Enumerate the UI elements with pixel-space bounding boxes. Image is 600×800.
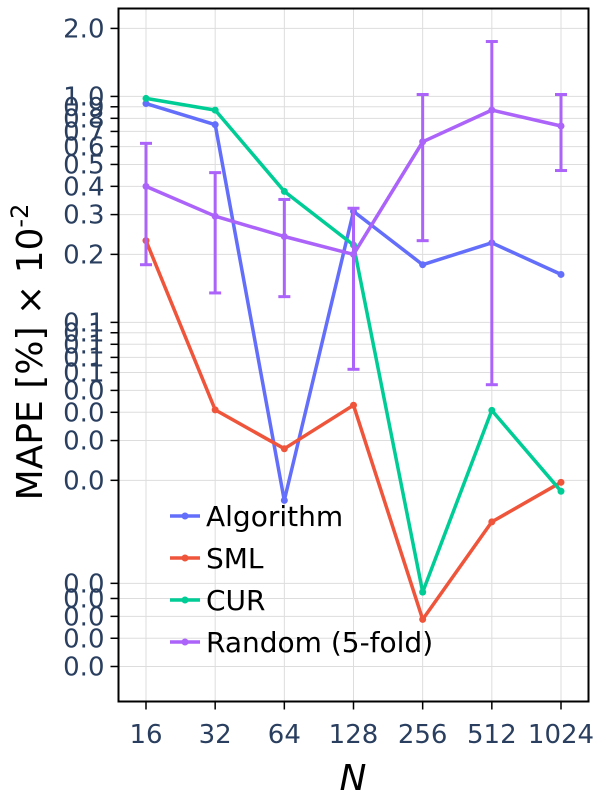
data-point: [280, 187, 288, 195]
y-axis-title-exponent: -2: [6, 204, 34, 228]
legend-swatch-marker: [181, 512, 189, 520]
data-point: [419, 261, 427, 269]
legend-swatch-marker: [181, 596, 189, 604]
data-point: [142, 94, 150, 102]
y-tick-label: 0.1: [63, 343, 104, 373]
y-tick-label: 0.5: [63, 150, 104, 180]
x-tick-label: 64: [268, 720, 301, 750]
y-tick-label: 0.0: [63, 427, 104, 457]
y-tick-label: 0.1: [63, 308, 104, 338]
data-point: [557, 487, 565, 495]
x-tick-label: 32: [199, 720, 232, 750]
data-point: [557, 122, 565, 130]
series-random-5-fold: [140, 40, 567, 387]
data-point: [142, 182, 150, 190]
y-tick-label: 0.0: [63, 398, 104, 428]
x-axis-title: N: [340, 758, 367, 799]
data-point: [488, 106, 496, 114]
legend-label: SML: [206, 542, 264, 575]
y-tick-label: 0.3: [63, 201, 104, 231]
y-tick-label: 0.0: [63, 376, 104, 406]
data-point: [211, 106, 219, 114]
x-tick-label: 1024: [528, 720, 594, 750]
data-point: [211, 406, 219, 414]
y-tick-label: 0.0: [63, 624, 104, 654]
data-point: [488, 518, 496, 526]
y-tick-label: 1.0: [63, 82, 104, 112]
y-tick-label: 0.8: [63, 104, 104, 134]
y-tick-label: 0.1: [63, 319, 104, 349]
legend-label: CUR: [206, 584, 266, 617]
y-tick-label: 0.0: [63, 652, 104, 682]
y-tick-label: 0.0: [63, 584, 104, 614]
y-tick-label: 0.1: [63, 359, 104, 389]
data-point: [350, 250, 357, 258]
data-point: [280, 445, 288, 453]
data-point: [280, 496, 288, 504]
data-point: [280, 232, 288, 240]
y-axis-ticks: 2.01.00.90.80.70.60.50.40.30.20.10.10.10…: [63, 14, 119, 682]
y-axis-title: MAPE [%] × 10-2: [6, 204, 51, 501]
y-axis-title-base: MAPE [%] × 10: [10, 228, 51, 501]
x-tick-label: 256: [398, 720, 448, 750]
y-tick-label: 2.0: [63, 14, 104, 44]
legend-swatch-marker: [181, 638, 189, 646]
y-tick-label: 0.7: [63, 117, 104, 147]
y-tick-label: 0.0: [63, 602, 104, 632]
series-sml: [142, 237, 565, 623]
data-point: [350, 401, 357, 409]
legend-label: Random (5-fold): [206, 626, 433, 659]
data-point: [557, 270, 565, 278]
data-point: [557, 478, 565, 486]
y-tick-label: 0.0: [63, 569, 104, 599]
legend-swatch-marker: [181, 554, 189, 562]
data-point: [419, 615, 427, 623]
y-tick-label: 0.1: [63, 330, 104, 360]
x-axis-ticks: 16 32 64 128 256 512 1024: [129, 701, 594, 750]
y-tick-label: 0.2: [63, 240, 104, 270]
x-tick-label: 512: [467, 720, 517, 750]
data-point: [211, 121, 219, 129]
y-tick-label: 0.4: [63, 172, 104, 202]
x-tick-label: 128: [329, 720, 379, 750]
series-layer: [140, 40, 567, 623]
data-point: [211, 212, 219, 220]
y-tick-label: 0.6: [63, 133, 104, 163]
y-tick-label: 0.9: [63, 93, 104, 123]
data-point: [419, 588, 427, 596]
x-tick-label: 16: [129, 720, 162, 750]
legend: Algorithm SML CUR Random (5-fold): [170, 500, 433, 659]
legend-label: Algorithm: [206, 500, 343, 533]
data-point: [488, 406, 496, 414]
data-point: [419, 138, 427, 146]
y-tick-label: 0.0: [63, 466, 104, 496]
data-point: [142, 100, 150, 108]
